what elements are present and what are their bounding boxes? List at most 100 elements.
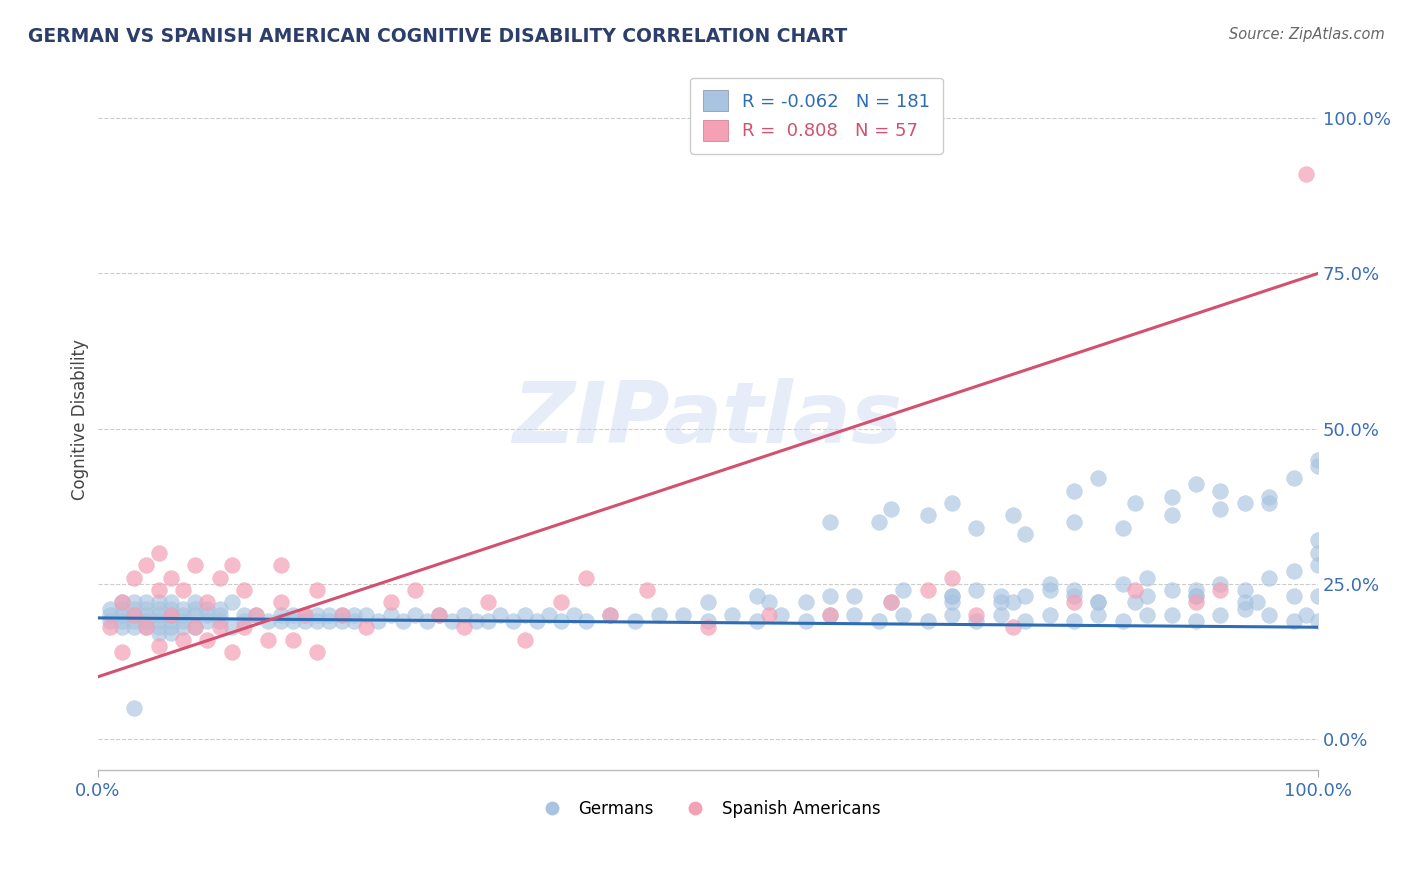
Point [1209, 607, 1232, 622]
Point [965, 607, 987, 622]
Point [941, 589, 963, 603]
Point [1063, 614, 1085, 628]
Point [1160, 508, 1182, 523]
Point [941, 570, 963, 584]
Point [148, 546, 170, 560]
Point [1087, 595, 1109, 609]
Point [221, 645, 243, 659]
Point [1258, 496, 1281, 510]
Point [294, 614, 316, 628]
Point [453, 620, 475, 634]
Point [1282, 614, 1305, 628]
Point [98, 614, 121, 628]
Point [513, 607, 536, 622]
Point [1185, 589, 1208, 603]
Point [233, 582, 256, 597]
Point [1063, 483, 1085, 498]
Point [1123, 582, 1146, 597]
Point [318, 607, 340, 622]
Point [868, 614, 890, 628]
Point [1001, 620, 1024, 634]
Point [330, 614, 353, 628]
Point [1233, 496, 1256, 510]
Point [380, 595, 402, 609]
Point [965, 582, 987, 597]
Point [122, 620, 145, 634]
Point [818, 607, 841, 622]
Point [148, 639, 170, 653]
Point [307, 607, 329, 622]
Point [294, 607, 316, 622]
Point [465, 614, 488, 628]
Point [233, 620, 256, 634]
Point [98, 607, 121, 622]
Point [1136, 607, 1159, 622]
Point [135, 620, 157, 634]
Point [818, 515, 841, 529]
Point [1258, 490, 1281, 504]
Point [1014, 589, 1036, 603]
Point [159, 570, 181, 584]
Point [1295, 607, 1317, 622]
Point [990, 595, 1012, 609]
Point [111, 601, 134, 615]
Point [197, 607, 219, 622]
Point [354, 607, 377, 622]
Point [197, 632, 219, 647]
Point [270, 614, 292, 628]
Point [965, 614, 987, 628]
Point [197, 614, 219, 628]
Point [184, 620, 207, 634]
Point [941, 589, 963, 603]
Point [221, 595, 243, 609]
Point [941, 607, 963, 622]
Point [233, 614, 256, 628]
Point [1308, 533, 1330, 548]
Point [1308, 458, 1330, 473]
Point [1039, 582, 1062, 597]
Point [1136, 570, 1159, 584]
Point [208, 614, 231, 628]
Point [1246, 595, 1268, 609]
Point [148, 620, 170, 634]
Point [1185, 595, 1208, 609]
Point [257, 632, 280, 647]
Point [917, 508, 939, 523]
Text: Source: ZipAtlas.com: Source: ZipAtlas.com [1229, 27, 1385, 42]
Point [562, 607, 585, 622]
Point [1039, 576, 1062, 591]
Point [1295, 167, 1317, 181]
Point [184, 558, 207, 573]
Point [159, 614, 181, 628]
Point [233, 607, 256, 622]
Point [307, 614, 329, 628]
Point [367, 614, 389, 628]
Point [1209, 576, 1232, 591]
Point [148, 614, 170, 628]
Point [135, 601, 157, 615]
Point [208, 620, 231, 634]
Point [489, 607, 512, 622]
Point [307, 582, 329, 597]
Legend: Germans, Spanish Americans: Germans, Spanish Americans [529, 794, 887, 825]
Point [172, 607, 194, 622]
Point [1039, 607, 1062, 622]
Point [122, 614, 145, 628]
Point [208, 570, 231, 584]
Point [1233, 582, 1256, 597]
Point [135, 620, 157, 634]
Point [148, 607, 170, 622]
Text: ZIPatlas: ZIPatlas [513, 377, 903, 461]
Point [270, 595, 292, 609]
Point [891, 582, 914, 597]
Point [770, 607, 793, 622]
Point [159, 601, 181, 615]
Point [623, 614, 645, 628]
Point [427, 607, 450, 622]
Point [1308, 546, 1330, 560]
Point [880, 595, 903, 609]
Point [1209, 582, 1232, 597]
Point [343, 607, 366, 622]
Point [1136, 589, 1159, 603]
Point [1185, 582, 1208, 597]
